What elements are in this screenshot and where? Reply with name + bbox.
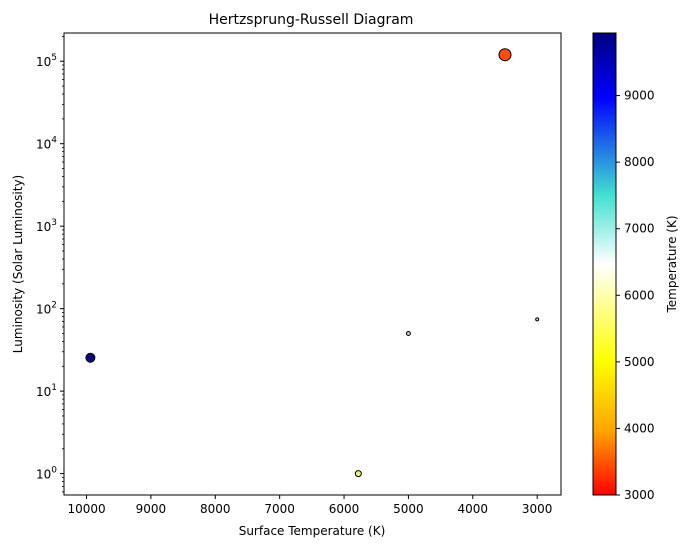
colorbar-tick-label: 5000 [624, 355, 655, 369]
colorbar-label: Temperature (K) [665, 215, 679, 313]
star-point [405, 330, 411, 336]
y-tick-exponent: 2 [51, 301, 57, 311]
y-tick-base: 10 [36, 220, 51, 234]
x-tick-label: 6000 [329, 502, 360, 516]
y-tick-base: 10 [36, 468, 51, 482]
x-tick-label: 7000 [264, 502, 295, 516]
star-point [498, 48, 512, 62]
colorbar-tick-label: 7000 [624, 222, 655, 236]
y-tick-label: 100 [36, 466, 57, 482]
chart-title: Hertzsprung-Russell Diagram [209, 12, 414, 28]
colorbar: 3000 4000 5000 6000 7000 8000 9000 Temperature… [592, 32, 679, 502]
colorbar-tick-label: 8000 [624, 155, 655, 169]
y-tick-label: 104 [36, 136, 57, 152]
plot-area [85, 48, 540, 478]
colorbar-tick-label: 4000 [624, 421, 655, 435]
y-axis-label: Luminosity (Solar Luminosity) [11, 175, 25, 353]
star-point [535, 317, 540, 322]
y-tick-base: 10 [36, 303, 51, 317]
x-axis-label: Surface Temperature (K) [239, 524, 386, 538]
y-tick-label: 105 [36, 53, 57, 69]
colorbar-tick-label: 9000 [624, 89, 655, 103]
colorbar-tick-label: 3000 [624, 488, 655, 502]
y-tick-exponent: 0 [51, 466, 57, 476]
x-tick-label: 4000 [458, 502, 489, 516]
x-tick-label: 5000 [393, 502, 424, 516]
x-tick-label: 10000 [67, 502, 105, 516]
x-axis: 10000 9000 8000 7000 6000 5000 4000 3000 [67, 495, 552, 516]
y-tick-base: 10 [36, 55, 51, 69]
colorbar-ticks: 3000 4000 5000 6000 7000 8000 9000 [616, 89, 655, 502]
y-tick-label: 103 [36, 218, 57, 234]
y-tick-exponent: 5 [51, 53, 57, 63]
y-tick-label: 101 [36, 383, 57, 399]
y-tick-base: 10 [36, 138, 51, 152]
y-tick-exponent: 3 [51, 218, 57, 228]
plot-frame [63, 32, 562, 496]
y-tick-exponent: 4 [51, 136, 57, 146]
y-tick-exponent: 1 [51, 383, 57, 393]
star-point [354, 470, 362, 478]
x-tick-label: 8000 [200, 502, 231, 516]
y-tick-base: 10 [36, 385, 51, 399]
colorbar-gradient [592, 32, 617, 496]
x-tick-label: 3000 [522, 502, 553, 516]
colorbar-tick-label: 6000 [624, 288, 655, 302]
star-point [85, 352, 96, 363]
x-tick-label: 9000 [136, 502, 167, 516]
y-tick-label: 102 [36, 301, 57, 317]
